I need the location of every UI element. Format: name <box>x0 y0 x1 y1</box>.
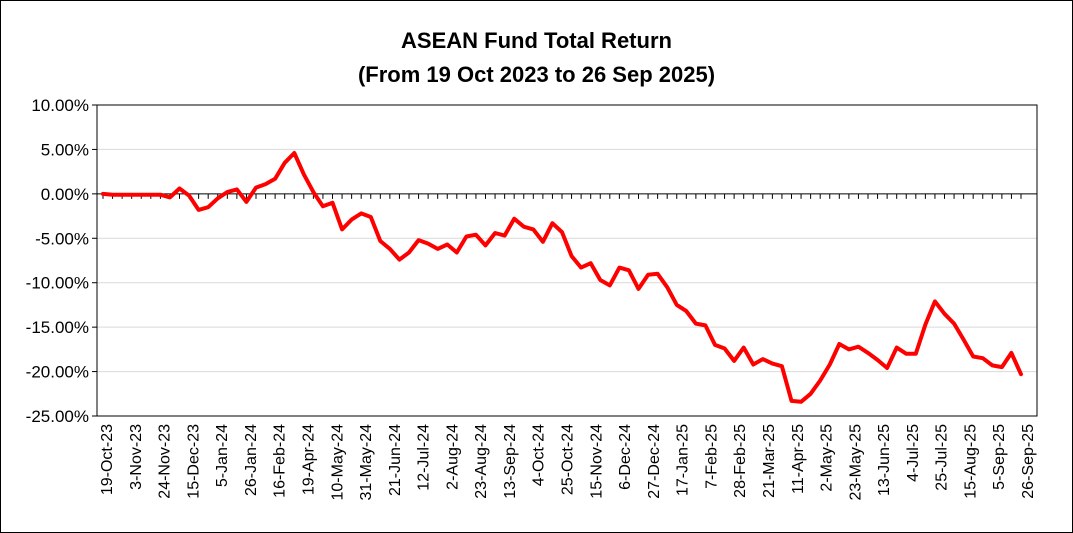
x-tick-label: 26-Jan-24 <box>243 424 260 496</box>
y-tick-label: -20.00% <box>26 363 89 382</box>
x-tick-label: 15-Dec-23 <box>185 424 202 499</box>
x-tick-label: 4-Oct-24 <box>531 424 548 486</box>
x-tick-label: 19-Oct-23 <box>99 424 116 495</box>
y-tick-label: -5.00% <box>35 229 89 248</box>
series <box>101 151 1023 404</box>
x-tick-label: 15-Nov-24 <box>588 424 605 499</box>
x-tick-label: 11-Apr-25 <box>790 424 807 494</box>
x-tick-label: 5-Sep-25 <box>991 424 1008 490</box>
x-tick-label: 15-Aug-25 <box>962 424 979 499</box>
x-tick-label: 21-Jun-24 <box>387 424 404 496</box>
x-tick-label: 28-Feb-25 <box>732 424 749 498</box>
x-tick-label: 13-Jun-25 <box>876 424 893 496</box>
x-tick-label: 27-Dec-24 <box>646 424 663 499</box>
x-tick-label: 23-Aug-24 <box>473 424 490 499</box>
y-tick-label: 5.00% <box>41 140 89 159</box>
gridlines <box>97 148 1037 373</box>
x-tick-label: 25-Oct-24 <box>560 424 577 495</box>
x-tick-label: 7-Feb-25 <box>703 424 720 489</box>
x-tick-label: 31-May-24 <box>358 424 375 501</box>
x-tick-label: 2-May-25 <box>819 424 836 492</box>
chart-subtitle: (From 19 Oct 2023 to 26 Sep 2025) <box>357 62 716 87</box>
x-tick-label: 16-Feb-24 <box>272 424 289 498</box>
y-tick-label: 10.00% <box>31 96 89 115</box>
x-tick-label: 24-Nov-23 <box>157 424 174 499</box>
x-tick-label: 12-Jul-24 <box>416 424 433 491</box>
y-tick-label: -25.00% <box>26 407 89 426</box>
x-tick-label: 4-Jul-25 <box>905 424 922 482</box>
x-tick-label: 26-Sep-25 <box>1020 424 1037 499</box>
x-tick-label: 5-Jan-24 <box>214 424 231 487</box>
x-tick-label: 2-Aug-24 <box>444 424 461 490</box>
y-tick-labels: 10.00% 5.00% 0.00% -5.00% -10.00% -15.00% -20.… <box>26 96 89 426</box>
y-tick-label: -10.00% <box>26 274 89 293</box>
x-tick-label: 19-Apr-24 <box>300 424 317 495</box>
y-tick-label: 0.00% <box>41 185 89 204</box>
x-tick-label: 23-May-25 <box>847 424 864 501</box>
chart-title: ASEAN Fund Total Return <box>401 28 672 53</box>
x-tick-labels: 19-Oct-23 3-Nov-23 24-Nov-23 15-Dec-23 5-Jan… <box>99 424 1037 501</box>
x-tick-label: 21-Mar-25 <box>761 424 778 498</box>
y-tick-label: -15.00% <box>26 318 89 337</box>
x-tick-label: 17-Jan-25 <box>675 424 692 496</box>
x-tick-label: 6-Dec-24 <box>617 424 634 490</box>
x-tick-label: 3-Nov-23 <box>128 424 145 490</box>
x-tick-label: 25-Jul-25 <box>934 424 951 491</box>
x-tick-label: 10-May-24 <box>329 424 346 501</box>
x-tick-label: 13-Sep-24 <box>502 424 519 499</box>
plot-area <box>96 104 1038 417</box>
axes <box>92 104 1038 417</box>
series-line <box>101 151 1023 404</box>
